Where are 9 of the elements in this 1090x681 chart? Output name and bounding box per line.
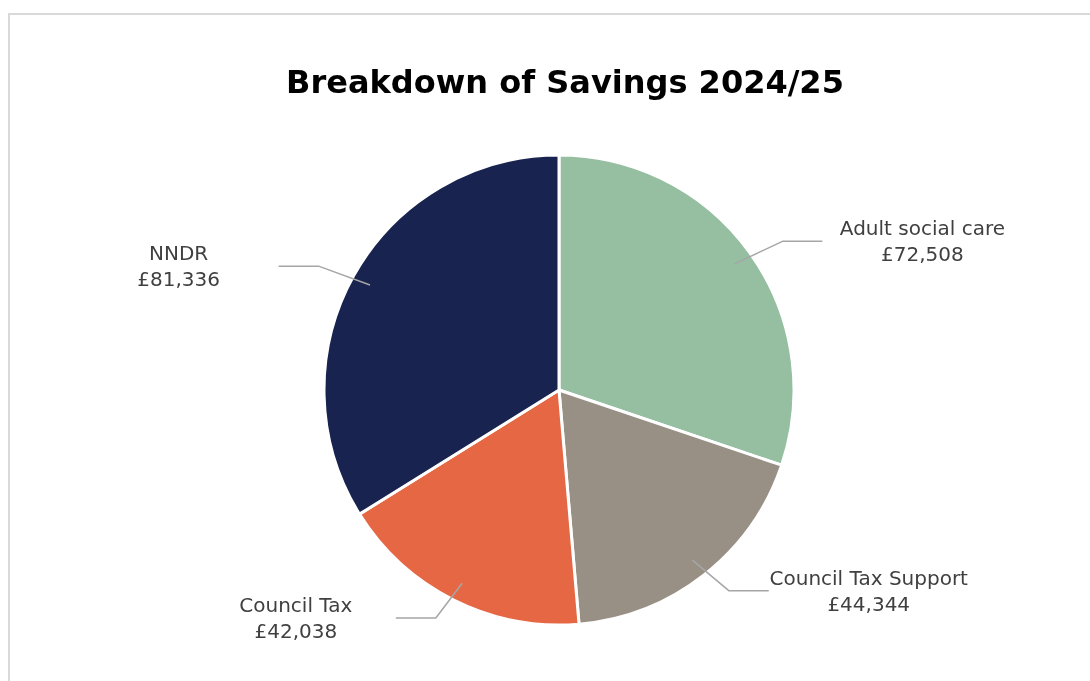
slice-label: NNDR	[149, 241, 209, 266]
slice-label: Council Tax Support	[769, 565, 969, 590]
chart-title: Breakdown of Savings 2024/25	[285, 63, 845, 101]
data-label: £81,336	[137, 267, 220, 292]
data-label: £42,038	[254, 618, 338, 643]
data-label: £44,344	[827, 591, 911, 616]
data-label: £72,508	[881, 242, 964, 267]
slice-label: Adult social care	[839, 216, 1005, 241]
slice-label: Council Tax	[239, 592, 353, 617]
